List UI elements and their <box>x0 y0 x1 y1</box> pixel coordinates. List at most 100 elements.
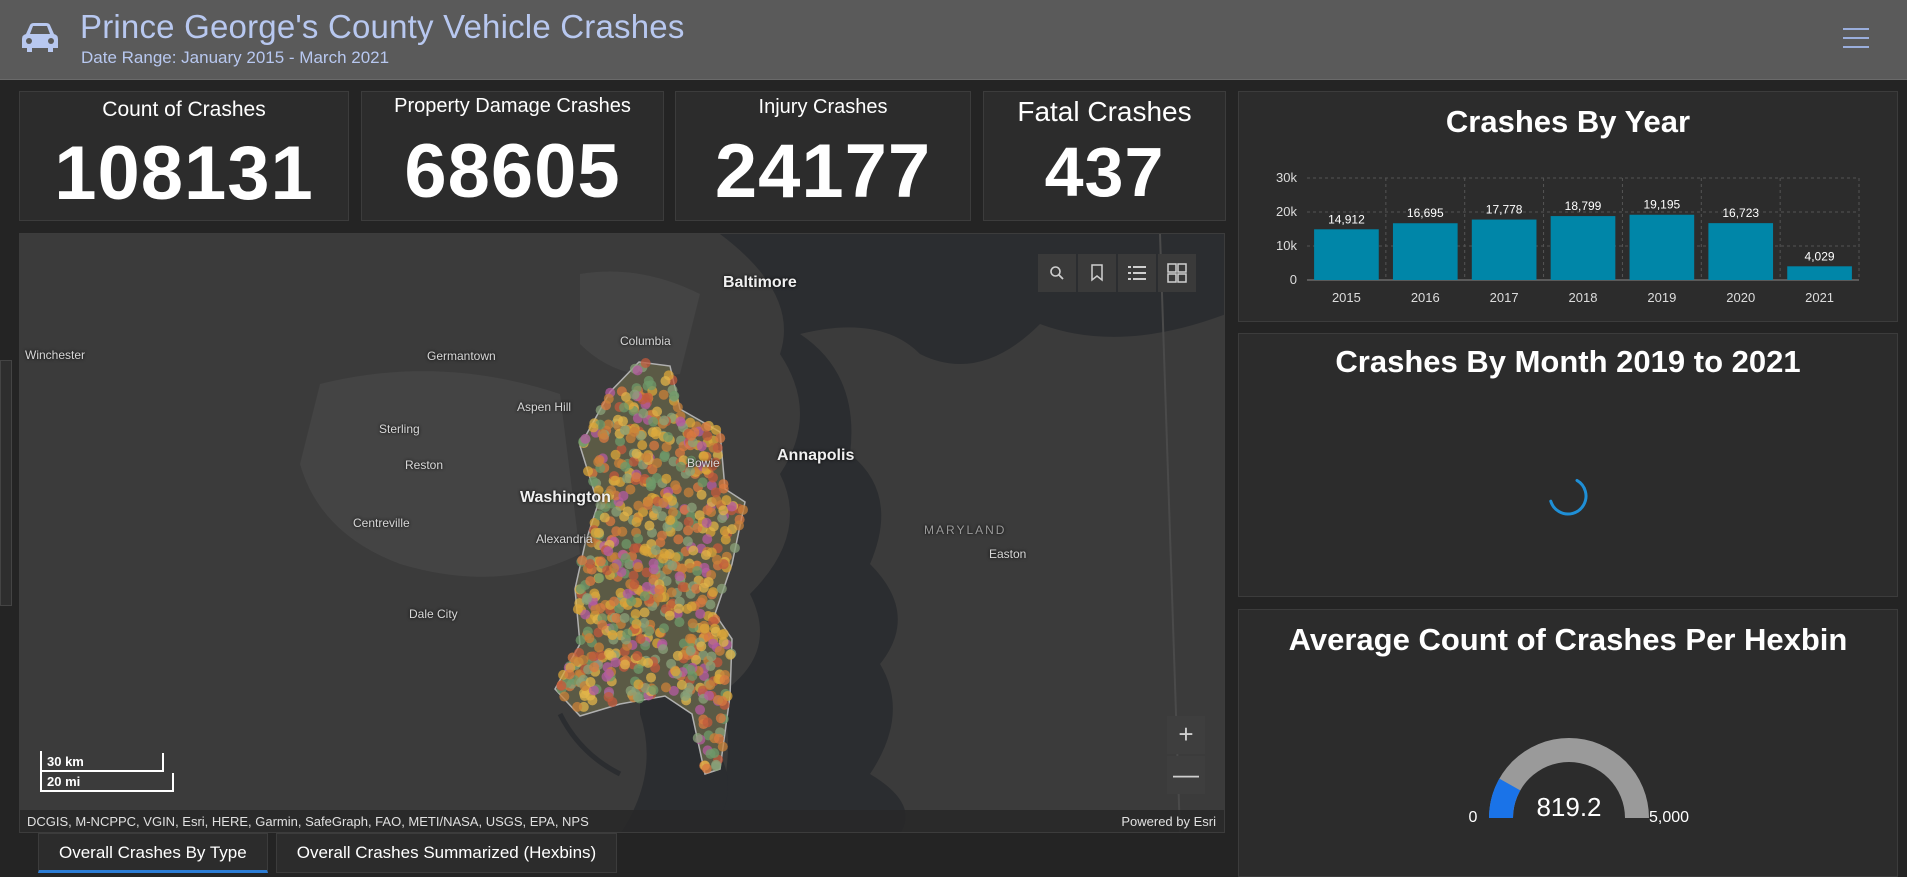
crash-point <box>710 487 721 498</box>
bar-2018[interactable] <box>1550 216 1616 280</box>
x-tick-label: 2018 <box>1569 290 1598 305</box>
y-tick-label: 30k <box>1276 170 1297 185</box>
hamburger-menu-icon[interactable] <box>1843 28 1869 50</box>
date-range-subtitle: Date Range: January 2015 - March 2021 <box>81 48 390 67</box>
crash-point <box>588 685 599 696</box>
bar-2017[interactable] <box>1471 219 1537 280</box>
gauge-title: Average Count of Crashes Per Hexbin <box>1288 622 1848 657</box>
gauge-track <box>1489 737 1649 818</box>
crash-point <box>618 490 629 501</box>
crash-point <box>638 408 649 419</box>
crash-point <box>619 659 630 670</box>
crash-point <box>652 458 663 469</box>
place-label: MARYLAND <box>924 523 1007 537</box>
zoom-in-button[interactable]: + <box>1167 716 1205 754</box>
crash-point <box>648 685 659 696</box>
crash-point <box>680 690 691 701</box>
crash-point <box>637 440 648 451</box>
crash-point <box>603 691 614 702</box>
crash-point <box>610 657 621 668</box>
bar-2015[interactable] <box>1314 229 1379 280</box>
crash-point <box>639 617 650 628</box>
place-label: Baltimore <box>723 274 797 291</box>
crash-point <box>628 543 639 554</box>
bar-data-label: 16,695 <box>1407 206 1444 220</box>
zoom-out-button[interactable]: — <box>1167 756 1205 794</box>
crash-point <box>702 505 713 516</box>
crash-point <box>575 583 586 594</box>
tab-overall-crashes-by-type[interactable]: Overall Crashes By Type <box>38 833 268 873</box>
crash-point <box>715 433 726 444</box>
crash-point <box>714 645 725 656</box>
chart-title: Crashes By Year <box>1445 104 1691 139</box>
crash-point <box>631 618 642 629</box>
crash-point <box>633 533 644 544</box>
crash-point <box>632 650 643 661</box>
bar-2019[interactable] <box>1629 214 1695 280</box>
crash-point <box>664 610 675 621</box>
crash-point <box>577 555 588 566</box>
crash-point <box>622 473 633 484</box>
place-label: Bowie <box>687 456 720 470</box>
crash-point <box>675 416 686 427</box>
crash-point <box>717 741 728 752</box>
powered-by-esri-link[interactable]: Powered by Esri <box>1121 814 1216 829</box>
crash-point <box>632 692 643 703</box>
place-label: Aspen Hill <box>517 400 572 414</box>
crash-point <box>703 576 714 587</box>
crash-point <box>572 604 583 615</box>
crash-point <box>701 421 712 432</box>
bar-2021[interactable] <box>1787 266 1852 280</box>
kpi-property-damage-crashes: Property Damage Crashes 68605 <box>361 91 664 221</box>
bar-2016[interactable] <box>1392 223 1458 280</box>
crash-point <box>720 534 731 545</box>
side-panel-toggle[interactable] <box>0 360 12 606</box>
crash-map[interactable]: Baltimore Columbia Winchester Germantown… <box>19 233 1225 833</box>
crash-point <box>670 666 681 677</box>
crash-point <box>716 583 727 594</box>
gauge-max-label: 5,000 <box>1649 809 1689 826</box>
crash-point <box>660 682 671 693</box>
crash-point <box>711 554 722 565</box>
crash-point <box>708 638 719 649</box>
crash-point <box>658 389 669 400</box>
y-tick-label: 20k <box>1276 204 1297 219</box>
bookmark-icon[interactable] <box>1078 254 1116 292</box>
crash-point <box>674 447 685 458</box>
crash-point <box>586 537 597 548</box>
crash-point <box>670 480 681 491</box>
crash-point <box>578 654 589 665</box>
crash-point <box>702 534 713 545</box>
crash-point <box>596 649 607 660</box>
crash-point <box>629 389 640 400</box>
crash-point <box>682 536 693 547</box>
crash-point <box>685 645 696 656</box>
crash-point <box>674 571 685 582</box>
place-label: Sterling <box>379 422 420 436</box>
crash-point <box>666 587 677 598</box>
crash-point <box>651 503 662 514</box>
crash-point <box>603 393 614 404</box>
crash-point <box>705 661 716 672</box>
crash-point <box>691 654 702 665</box>
search-icon[interactable] <box>1038 254 1076 292</box>
crash-point <box>597 620 608 631</box>
bar-2020[interactable] <box>1708 223 1774 280</box>
tab-overall-crashes-hexbins[interactable]: Overall Crashes Summarized (Hexbins) <box>275 833 618 873</box>
place-label: Washington <box>520 489 611 506</box>
legend-list-icon[interactable] <box>1118 254 1156 292</box>
scale-mi-label: 20 mi <box>47 774 81 789</box>
car-icon <box>22 23 58 52</box>
crash-point <box>584 633 595 644</box>
attribution-text: DCGIS, M-NCPPC, VGIN, Esri, HERE, Garmin… <box>27 814 589 829</box>
basemap-gallery-icon[interactable] <box>1158 254 1196 292</box>
crash-point <box>633 664 644 675</box>
crash-point <box>672 402 683 413</box>
crash-point <box>706 651 717 662</box>
crash-point <box>686 430 697 441</box>
bar-data-label: 14,912 <box>1328 212 1365 226</box>
crash-point <box>639 545 650 556</box>
county-crash-points <box>554 357 748 775</box>
crash-point <box>702 430 713 441</box>
crash-point <box>617 526 628 537</box>
